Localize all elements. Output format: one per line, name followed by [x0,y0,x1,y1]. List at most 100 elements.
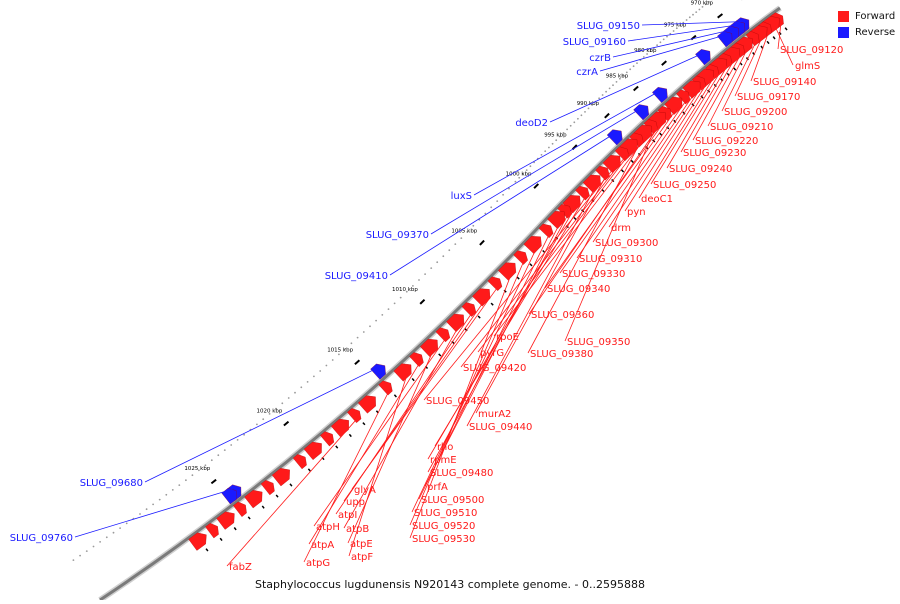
gene-marker [660,133,662,135]
gene-label: SLUG_09510 [414,508,477,519]
scale-dot [656,44,658,46]
gene-label: atpF [351,552,373,563]
scale-dot [541,154,543,156]
scale-tick-label: 995 kbp [544,133,567,139]
forward-gene-arrow [379,381,393,395]
scale-dot [357,337,359,339]
gene-label: rpoE [496,332,519,343]
gene-label: SLUG_09200 [724,107,787,118]
scale-dot [633,65,635,67]
gene-marker [262,506,264,508]
scale-dot [598,97,600,99]
scale-dot [454,243,456,245]
scale-dot [616,81,618,83]
scale-dot [573,121,575,123]
label-leader-line [478,148,634,352]
scale-dot [442,255,444,257]
scale-dot [217,454,219,456]
scale-dot [388,308,390,310]
scale-dot [381,314,383,316]
gene-marker [394,395,396,397]
legend-forward: Forward [838,9,895,23]
scale-dot [139,513,141,515]
scale-dot [363,331,365,333]
scale-tick [634,87,638,91]
scale-dot [552,143,554,145]
gene-label: deoC1 [641,194,673,205]
scale-dot [602,94,604,96]
scale-dot [555,139,557,141]
gene-marker [308,469,310,471]
scale-dot [192,474,194,476]
gene-marker [412,379,414,381]
scale-dot [319,370,321,372]
scale-dot [230,444,232,446]
scale-tick-label: 970 kbp [691,1,714,7]
scale-dot [86,550,88,552]
scale-dot [326,365,328,367]
gene-marker [517,277,519,279]
gene-label: SLUG_09140 [753,77,816,88]
scale-dot [472,225,474,227]
scale-dot [502,194,504,196]
scale-dot [369,325,371,327]
scale-dot [515,181,517,183]
gene-marker [220,538,222,540]
gene-label: fabZ [229,562,252,573]
scale-dot [313,376,315,378]
gene-marker [631,160,633,162]
scale-dot [636,62,638,64]
gene-label: rho [437,442,453,453]
scale-tick-label: 1025 kbp [184,466,210,472]
scale-dot [577,118,579,120]
gene-label: SLUG_09420 [463,363,526,374]
scale-dot [544,150,546,152]
scale-tick [534,184,538,188]
gene-marker [773,37,775,39]
forward-gene-arrow [410,352,424,366]
gene-label: SLUG_09220 [695,136,758,147]
gene-marker [439,354,441,356]
scale-dot [307,381,309,383]
label-leader-line [467,184,597,426]
gene-label: SLUG_09240 [669,164,732,175]
gene-label: murA2 [478,409,511,420]
forward-gene-arrow [539,224,553,238]
legend-forward-label: Forward [855,11,895,22]
scale-tick [284,422,289,426]
gene-label: drm [611,223,631,234]
legend-reverse-swatch [838,27,849,38]
scale-dot [436,261,438,263]
gene-label: SLUG_09120 [780,45,843,56]
scale-dot [448,249,450,251]
scale-dot [375,320,377,322]
scale-dot [394,303,396,305]
gene-label: SLUG_09410 [325,271,388,282]
scale-dot [566,129,568,131]
gene-marker [290,484,292,486]
gene-marker [234,528,236,530]
gene-label: SLUG_09520 [412,521,475,532]
scale-tick-label: 1020 kbp [257,408,283,414]
gene-marker [574,218,576,220]
gene-label: prfA [427,482,448,493]
gene-label: atpE [350,539,373,550]
gene-label: upp [346,497,365,508]
gene-label: deoD2 [515,118,548,129]
gene-label: glmS [795,61,820,72]
scale-dot [692,14,694,16]
scale-dot [612,84,614,86]
scale-dot [430,267,432,269]
scale-dot [496,200,498,202]
scale-dot [79,555,81,557]
scale-dot [172,489,174,491]
gene-label: rpmE [430,455,457,466]
gene-label: SLUG_09150 [577,21,640,32]
forward-gene-arrow [320,432,334,447]
scale-tick [211,480,216,484]
gene-marker [349,434,351,436]
genome-caption: Staphylococcus lugdunensis N920143 compl… [0,578,900,591]
scale-dot [99,541,101,543]
gene-marker [491,303,493,305]
forward-gene-arrow [436,328,450,342]
